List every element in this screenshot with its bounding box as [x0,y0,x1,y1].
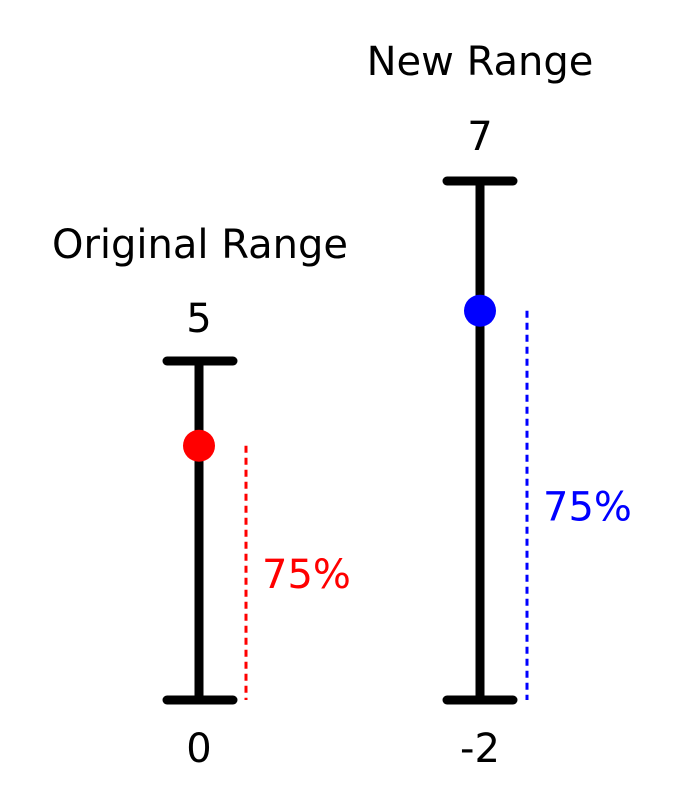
new-percent-label: 75% [543,484,632,530]
new-range-top-label: 7 [467,114,492,160]
original-value-marker [183,429,215,462]
new-range-bottom-label: -2 [460,726,500,772]
original-range-title: Original Range [52,222,348,268]
original-range-top-label: 5 [186,296,211,342]
new-value-marker [464,294,496,327]
original-percent-label: 75% [262,552,351,598]
original-range-bottom-label: 0 [186,726,211,772]
original-range-scale: Original Range 5 0 75% [52,222,351,772]
new-range-title: New Range [367,39,594,85]
new-range-scale: New Range 7 -2 75% [367,39,632,772]
